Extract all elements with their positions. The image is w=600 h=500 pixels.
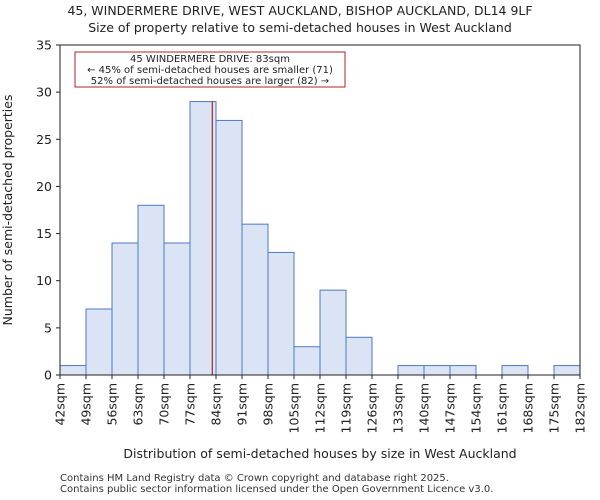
x-tick-label-70sqm: 70sqm [157,383,172,426]
x-tick-label-140sqm: 140sqm [417,383,432,433]
x-tick-label-175sqm: 175sqm [547,383,562,433]
bar-119sqm [345,336,373,376]
chart-title: 45, WINDERMERE DRIVE, WEST AUCKLAND, BIS… [67,3,533,18]
footer: Contains HM Land Registry data © Crown c… [60,473,493,495]
bar-63sqm [137,204,165,376]
annotation-group: 45 WINDERMERE DRIVE: 83sqm← 45% of semi-… [74,51,346,88]
x-tick-label-119sqm: 119sqm [339,383,354,433]
y-tick-label-30: 30 [36,85,52,100]
y-tick-label-35: 35 [36,38,52,53]
x-tick-label-182sqm: 182sqm [573,383,588,433]
y-tick-label-15: 15 [36,226,52,241]
bars-group [59,101,581,376]
x-tick-label-105sqm: 105sqm [287,383,302,433]
bar-70sqm [163,242,191,376]
x-tick-label-84sqm: 84sqm [209,383,224,426]
bar-77sqm [189,101,217,376]
y-tick-label-10: 10 [36,273,52,288]
chart-title-block: 45, WINDERMERE DRIVE, WEST AUCKLAND, BIS… [0,2,600,36]
bar-161sqm [501,365,529,376]
y-tick-label-0: 0 [44,368,52,383]
axes-group: 0 5 10 15 20 25 30 35 42sqm 49sqm 56sqm 63sqm 70sqm 7… [0,38,588,462]
bar-105sqm [293,346,321,376]
x-tick-label-49sqm: 49sqm [79,383,94,426]
x-tick-label-126sqm: 126sqm [365,383,380,433]
footer-line-2: Contains public sector information licen… [60,484,494,495]
x-tick-label-133sqm: 133sqm [391,383,406,433]
footer-line-1: Contains HM Land Registry data © Crown c… [60,473,449,484]
bar-140sqm [423,365,451,376]
y-tick-label-25: 25 [36,132,52,147]
x-tick-label-98sqm: 98sqm [261,383,276,426]
bar-175sqm [553,365,581,376]
x-tick-label-56sqm: 56sqm [105,383,120,426]
bar-112sqm [319,289,347,376]
bar-49sqm [85,308,113,376]
bar-133sqm [397,365,425,376]
bar-56sqm [111,242,139,376]
bar-84sqm [215,119,243,376]
x-tick-label-147sqm: 147sqm [443,383,458,433]
y-tick-label-5: 5 [44,320,52,335]
bar-147sqm [449,365,477,376]
y-axis-label: Number of semi-detached properties [0,95,15,326]
x-tick-label-161sqm: 161sqm [495,383,510,433]
histogram-chart: 0 5 10 15 20 25 30 35 42sqm 49sqm 56sqm 63sqm 70sqm 7… [0,38,588,462]
x-tick-label-168sqm: 168sqm [521,383,536,433]
x-tick-label-91sqm: 91sqm [235,383,250,426]
bar-42sqm [59,365,87,376]
bar-98sqm [267,251,295,376]
annotation-box [74,51,346,88]
x-tick-label-42sqm: 42sqm [53,383,68,426]
y-tick-label-20: 20 [36,179,52,194]
x-tick-label-154sqm: 154sqm [469,383,484,433]
x-tick-label-77sqm: 77sqm [183,383,198,426]
annotation-line-3: 52% of semi-detached houses are larger (… [91,76,329,87]
chart-subtitle: Size of property relative to semi-detach… [88,20,512,35]
annotation-line-1: 45 WINDERMERE DRIVE: 83sqm [130,54,290,65]
bar-91sqm [241,223,269,376]
x-axis-label: Distribution of semi-detached houses by … [123,446,516,461]
annotation-line-2: ← 45% of semi-detached houses are smalle… [87,65,333,76]
x-tick-label-112sqm: 112sqm [313,383,328,433]
x-tick-label-63sqm: 63sqm [131,383,146,426]
